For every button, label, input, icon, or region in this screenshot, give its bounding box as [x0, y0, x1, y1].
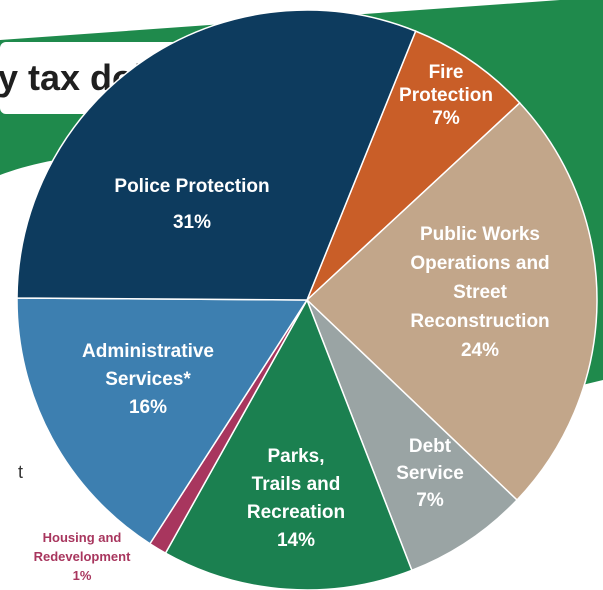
slice-label-police-protection: Police Protection 31%	[114, 176, 269, 233]
slice-label-line: 14%	[277, 530, 315, 551]
slice-label-line: Redevelopment	[34, 549, 131, 564]
slice-label-line: Reconstruction	[410, 311, 549, 332]
slice-label-line: 1%	[73, 568, 92, 583]
slice-label-debt-service: Debt Service 7%	[396, 436, 464, 511]
stray-text-char: t	[18, 462, 23, 482]
slice-label-line: Operations and	[410, 253, 549, 274]
slice-label-line: 16%	[129, 397, 167, 418]
pie-slice-administrative-services	[16, 297, 309, 545]
slice-label-line: Parks,	[267, 446, 324, 467]
slice-label-administrative-services: Administrative Services* 16%	[82, 341, 214, 418]
slice-label-line: Service	[396, 463, 464, 484]
slice-label-line: 7%	[432, 108, 460, 129]
slice-label-line: Services*	[105, 369, 191, 390]
slice-label-line: Street	[453, 282, 508, 303]
pie-slice-parks-trails-and-recreation	[164, 298, 413, 590]
slice-label-line: Administrative	[82, 341, 214, 362]
slice-label-public-works-operations-and-street-reconstruction: Public Works Operations and Street Reconstr…	[410, 224, 549, 361]
pie-slice-public-works-operations-and-street-reconstruction	[305, 101, 598, 502]
slice-label-parks-trails-and-recreation: Parks, Trails and Recreation 14%	[247, 446, 345, 551]
slice-label-line: Fire	[429, 62, 464, 83]
slice-label-line: Debt	[409, 436, 452, 457]
slice-label-line: Protection	[399, 85, 493, 106]
pie-slice-police-protection	[16, 9, 417, 301]
slice-label-line: Police Protection	[114, 176, 269, 197]
slice-label-line: Trails and	[252, 474, 341, 495]
slice-label-line: 24%	[461, 340, 499, 361]
slice-label-line: Public Works	[420, 224, 540, 245]
slice-label-housing-and-redevelopment: Housing and Redevelopment 1%	[34, 530, 131, 583]
slice-label-line: Housing and	[43, 530, 122, 545]
pie-group	[16, 9, 598, 590]
pie-slice-debt-service	[306, 299, 519, 572]
pie-slice-fire-protection	[306, 30, 521, 301]
slice-label-line: 7%	[416, 490, 444, 511]
slice-label-line: Recreation	[247, 502, 345, 523]
slice-label-line: 31%	[173, 212, 211, 233]
